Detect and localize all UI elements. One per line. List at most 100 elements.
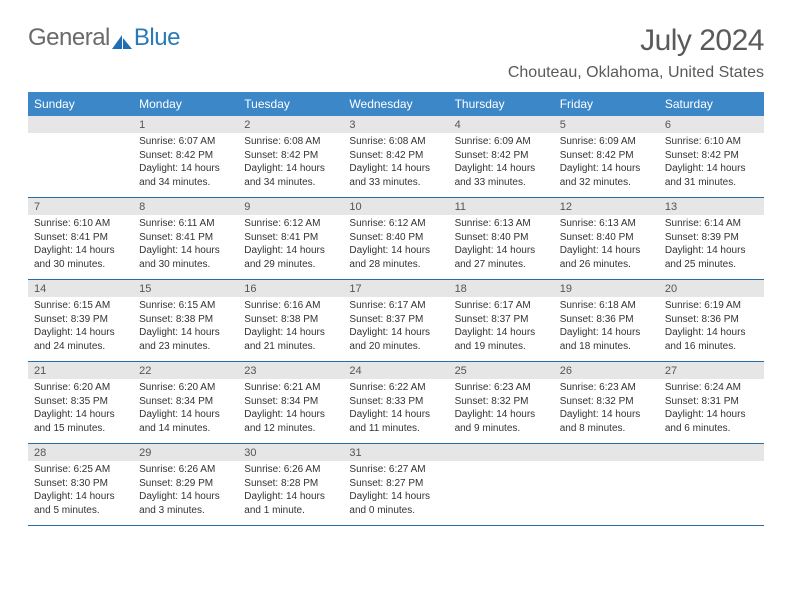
sunrise-text: Sunrise: 6:09 AM	[560, 135, 653, 149]
daylight-text: Daylight: 14 hours and 30 minutes.	[139, 244, 232, 271]
sunset-text: Sunset: 8:42 PM	[560, 149, 653, 163]
sunrise-text: Sunrise: 6:20 AM	[34, 381, 127, 395]
day-cell: Sunrise: 6:12 AMSunset: 8:41 PMDaylight:…	[238, 215, 343, 280]
daylight-text: Daylight: 14 hours and 27 minutes.	[455, 244, 548, 271]
day-cell: Sunrise: 6:23 AMSunset: 8:32 PMDaylight:…	[554, 379, 659, 444]
sunset-text: Sunset: 8:36 PM	[560, 313, 653, 327]
sunset-text: Sunset: 8:42 PM	[665, 149, 758, 163]
daylight-text: Daylight: 14 hours and 24 minutes.	[34, 326, 127, 353]
day-cell: Sunrise: 6:14 AMSunset: 8:39 PMDaylight:…	[659, 215, 764, 280]
day-content-row: Sunrise: 6:25 AMSunset: 8:30 PMDaylight:…	[28, 461, 764, 526]
daylight-text: Daylight: 14 hours and 26 minutes.	[560, 244, 653, 271]
day-cell: Sunrise: 6:27 AMSunset: 8:27 PMDaylight:…	[343, 461, 448, 526]
day-cell: Sunrise: 6:16 AMSunset: 8:38 PMDaylight:…	[238, 297, 343, 362]
sunrise-text: Sunrise: 6:19 AM	[665, 299, 758, 313]
sunset-text: Sunset: 8:42 PM	[349, 149, 442, 163]
sunrise-text: Sunrise: 6:07 AM	[139, 135, 232, 149]
day-cell: Sunrise: 6:09 AMSunset: 8:42 PMDaylight:…	[449, 133, 554, 198]
daylight-text: Daylight: 14 hours and 9 minutes.	[455, 408, 548, 435]
day-cell	[28, 133, 133, 198]
daylight-text: Daylight: 14 hours and 21 minutes.	[244, 326, 337, 353]
day-number: 21	[28, 362, 133, 380]
sunset-text: Sunset: 8:29 PM	[139, 477, 232, 491]
day-number: 16	[238, 280, 343, 298]
day-number: 12	[554, 198, 659, 216]
sunrise-text: Sunrise: 6:26 AM	[244, 463, 337, 477]
sunset-text: Sunset: 8:27 PM	[349, 477, 442, 491]
sunrise-text: Sunrise: 6:13 AM	[455, 217, 548, 231]
day-cell: Sunrise: 6:26 AMSunset: 8:29 PMDaylight:…	[133, 461, 238, 526]
sunrise-text: Sunrise: 6:22 AM	[349, 381, 442, 395]
title-month: July 2024	[508, 24, 764, 58]
day-number: 18	[449, 280, 554, 298]
weekday-header: Tuesday	[238, 92, 343, 116]
daylight-text: Daylight: 14 hours and 34 minutes.	[139, 162, 232, 189]
day-number: 8	[133, 198, 238, 216]
sunrise-text: Sunrise: 6:17 AM	[349, 299, 442, 313]
daylight-text: Daylight: 14 hours and 29 minutes.	[244, 244, 337, 271]
day-number: 27	[659, 362, 764, 380]
sunset-text: Sunset: 8:33 PM	[349, 395, 442, 409]
day-number: 13	[659, 198, 764, 216]
day-cell: Sunrise: 6:08 AMSunset: 8:42 PMDaylight:…	[343, 133, 448, 198]
sunrise-text: Sunrise: 6:10 AM	[34, 217, 127, 231]
sunrise-text: Sunrise: 6:26 AM	[139, 463, 232, 477]
daylight-text: Daylight: 14 hours and 12 minutes.	[244, 408, 337, 435]
day-number-row: 78910111213	[28, 198, 764, 216]
sunrise-text: Sunrise: 6:08 AM	[244, 135, 337, 149]
sunset-text: Sunset: 8:40 PM	[455, 231, 548, 245]
sunset-text: Sunset: 8:32 PM	[560, 395, 653, 409]
sunset-text: Sunset: 8:34 PM	[139, 395, 232, 409]
day-number: 4	[449, 116, 554, 133]
title-location: Chouteau, Oklahoma, United States	[508, 64, 764, 82]
sunrise-text: Sunrise: 6:14 AM	[665, 217, 758, 231]
day-number: 29	[133, 444, 238, 462]
day-number: 25	[449, 362, 554, 380]
page-header: General Blue July 2024 Chouteau, Oklahom…	[28, 24, 764, 82]
sunset-text: Sunset: 8:41 PM	[34, 231, 127, 245]
day-number: 1	[133, 116, 238, 133]
sunrise-text: Sunrise: 6:09 AM	[455, 135, 548, 149]
sunset-text: Sunset: 8:42 PM	[139, 149, 232, 163]
day-cell: Sunrise: 6:23 AMSunset: 8:32 PMDaylight:…	[449, 379, 554, 444]
day-number: 3	[343, 116, 448, 133]
sunset-text: Sunset: 8:38 PM	[244, 313, 337, 327]
weekday-header: Sunday	[28, 92, 133, 116]
day-number	[659, 444, 764, 462]
daylight-text: Daylight: 14 hours and 5 minutes.	[34, 490, 127, 517]
weekday-header: Thursday	[449, 92, 554, 116]
sunrise-text: Sunrise: 6:12 AM	[244, 217, 337, 231]
day-number: 30	[238, 444, 343, 462]
day-number-row: 28293031	[28, 444, 764, 462]
day-cell: Sunrise: 6:11 AMSunset: 8:41 PMDaylight:…	[133, 215, 238, 280]
sunrise-text: Sunrise: 6:15 AM	[34, 299, 127, 313]
day-cell: Sunrise: 6:17 AMSunset: 8:37 PMDaylight:…	[343, 297, 448, 362]
day-number: 19	[554, 280, 659, 298]
day-number: 31	[343, 444, 448, 462]
day-number-row: 21222324252627	[28, 362, 764, 380]
daylight-text: Daylight: 14 hours and 33 minutes.	[349, 162, 442, 189]
day-cell: Sunrise: 6:13 AMSunset: 8:40 PMDaylight:…	[449, 215, 554, 280]
day-number: 14	[28, 280, 133, 298]
sunset-text: Sunset: 8:39 PM	[34, 313, 127, 327]
weekday-header: Monday	[133, 92, 238, 116]
brand-logo: General Blue	[28, 24, 180, 52]
sunset-text: Sunset: 8:39 PM	[665, 231, 758, 245]
calendar-table: Sunday Monday Tuesday Wednesday Thursday…	[28, 92, 764, 526]
day-number	[449, 444, 554, 462]
day-content-row: Sunrise: 6:20 AMSunset: 8:35 PMDaylight:…	[28, 379, 764, 444]
day-cell: Sunrise: 6:09 AMSunset: 8:42 PMDaylight:…	[554, 133, 659, 198]
day-number: 2	[238, 116, 343, 133]
sunrise-text: Sunrise: 6:08 AM	[349, 135, 442, 149]
calendar-page: General Blue July 2024 Chouteau, Oklahom…	[0, 0, 792, 546]
day-number: 23	[238, 362, 343, 380]
sunset-text: Sunset: 8:32 PM	[455, 395, 548, 409]
day-number: 7	[28, 198, 133, 216]
day-cell: Sunrise: 6:07 AMSunset: 8:42 PMDaylight:…	[133, 133, 238, 198]
sunrise-text: Sunrise: 6:25 AM	[34, 463, 127, 477]
day-cell: Sunrise: 6:12 AMSunset: 8:40 PMDaylight:…	[343, 215, 448, 280]
day-number: 10	[343, 198, 448, 216]
day-cell: Sunrise: 6:13 AMSunset: 8:40 PMDaylight:…	[554, 215, 659, 280]
day-number: 26	[554, 362, 659, 380]
day-number-row: 14151617181920	[28, 280, 764, 298]
